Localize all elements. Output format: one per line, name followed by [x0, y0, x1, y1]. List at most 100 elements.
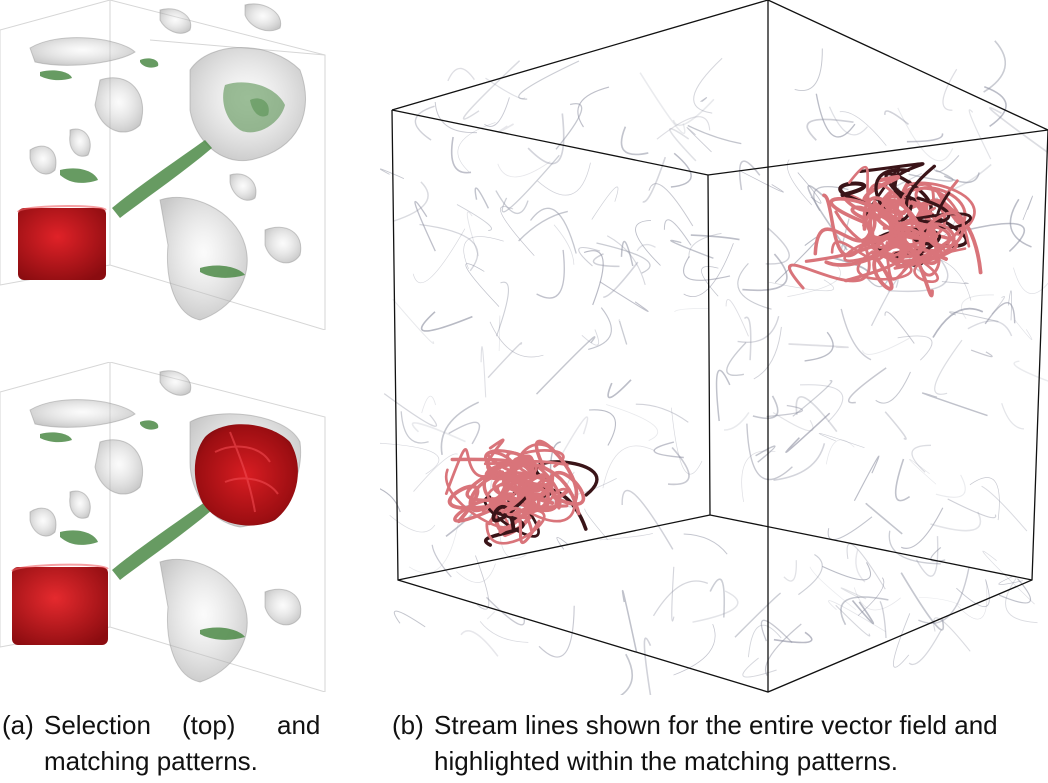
streamline [1013, 360, 1048, 382]
highlighted-streamline [884, 171, 933, 217]
highlighted-streamline [521, 473, 570, 500]
streamline [497, 161, 551, 178]
caption-a-word-2: (top) [182, 710, 236, 740]
streamline [806, 118, 854, 141]
streamline [752, 395, 779, 420]
streamline [450, 136, 472, 174]
streamline [556, 537, 569, 550]
caption-a-word-1: Selection [44, 710, 151, 740]
streamline [620, 241, 634, 267]
caption-a-label: (a) [2, 710, 34, 740]
volume-render-matches [0, 362, 330, 692]
streamline-render-svg [380, 0, 1048, 695]
selection-cube [11, 563, 109, 645]
streamline [487, 610, 496, 620]
streamline [653, 441, 684, 459]
streamline [875, 371, 911, 404]
streamline [862, 337, 910, 355]
streamline [715, 369, 731, 422]
streamline [518, 60, 580, 100]
highlighted-streamlines-match-2 [788, 162, 983, 298]
streamline [943, 172, 980, 184]
highlighted-streamline [804, 213, 894, 263]
streamline [804, 331, 834, 362]
streamline [670, 152, 692, 188]
streamline [984, 85, 1007, 128]
streamline [818, 432, 865, 449]
streamline [607, 379, 632, 399]
streamline [755, 445, 776, 463]
streamline [746, 423, 793, 481]
streamline [815, 93, 856, 138]
streamline [879, 601, 887, 639]
streamline [414, 200, 436, 252]
streamline [884, 110, 909, 125]
streamline [538, 605, 575, 658]
streamline [825, 439, 855, 465]
streamline [489, 321, 544, 358]
highlighted-streamline [444, 468, 510, 529]
highlighted-streamline [813, 227, 873, 256]
streamline [535, 336, 596, 395]
streamline [908, 169, 954, 182]
highlighted-streamline [483, 510, 525, 547]
streamline [947, 498, 997, 519]
streamline [636, 243, 656, 252]
streamline [1022, 195, 1033, 221]
streamline [392, 298, 435, 344]
streamline [884, 311, 915, 344]
isosurface-green [40, 420, 245, 640]
streamline [765, 227, 790, 265]
streamline [839, 111, 887, 146]
streamline [447, 67, 475, 82]
streamline [421, 395, 436, 414]
streamline [683, 533, 728, 555]
streamline [795, 396, 838, 433]
streamline [408, 519, 460, 574]
streamline [700, 97, 708, 103]
streamline [693, 57, 723, 114]
streamline [998, 576, 1023, 585]
streamline [380, 442, 440, 475]
streamline [797, 172, 822, 204]
streamline [457, 122, 496, 172]
streamline [968, 109, 992, 160]
streamline [434, 101, 478, 134]
streamline [857, 577, 885, 616]
streamline [788, 343, 849, 349]
streamline [485, 77, 526, 100]
streamline [799, 384, 844, 423]
streamline [674, 308, 710, 312]
streamline [742, 657, 777, 678]
streamline [683, 255, 731, 281]
streamline [648, 183, 694, 227]
streamline [465, 263, 500, 307]
highlighted-streamline [877, 198, 926, 259]
streamline [529, 207, 577, 254]
streamline [578, 247, 601, 267]
bounding-box-wireframe [391, 0, 1048, 693]
streamline [846, 543, 886, 590]
volume-render-selection-svg [0, 0, 326, 330]
streamline [555, 103, 583, 150]
highlighted-streamline [893, 222, 956, 270]
streamline [656, 116, 711, 140]
streamline [798, 554, 823, 596]
streamline [897, 107, 954, 162]
streamline [840, 308, 872, 361]
streamline [663, 219, 692, 246]
streamline [588, 307, 612, 350]
streamline [894, 458, 911, 502]
streamline [688, 232, 722, 258]
highlighted-streamline [829, 197, 907, 258]
streamline [501, 154, 560, 213]
streamline [884, 411, 907, 440]
highlighted-streamline [905, 164, 951, 224]
highlighted-streamline [883, 218, 948, 264]
caption-a-line-2: matching patterns. [44, 746, 258, 776]
streamline [847, 367, 887, 404]
streamline [981, 485, 1028, 532]
caption-a-word-3: and [277, 710, 321, 740]
streamline [475, 555, 490, 610]
streamline [635, 220, 661, 266]
